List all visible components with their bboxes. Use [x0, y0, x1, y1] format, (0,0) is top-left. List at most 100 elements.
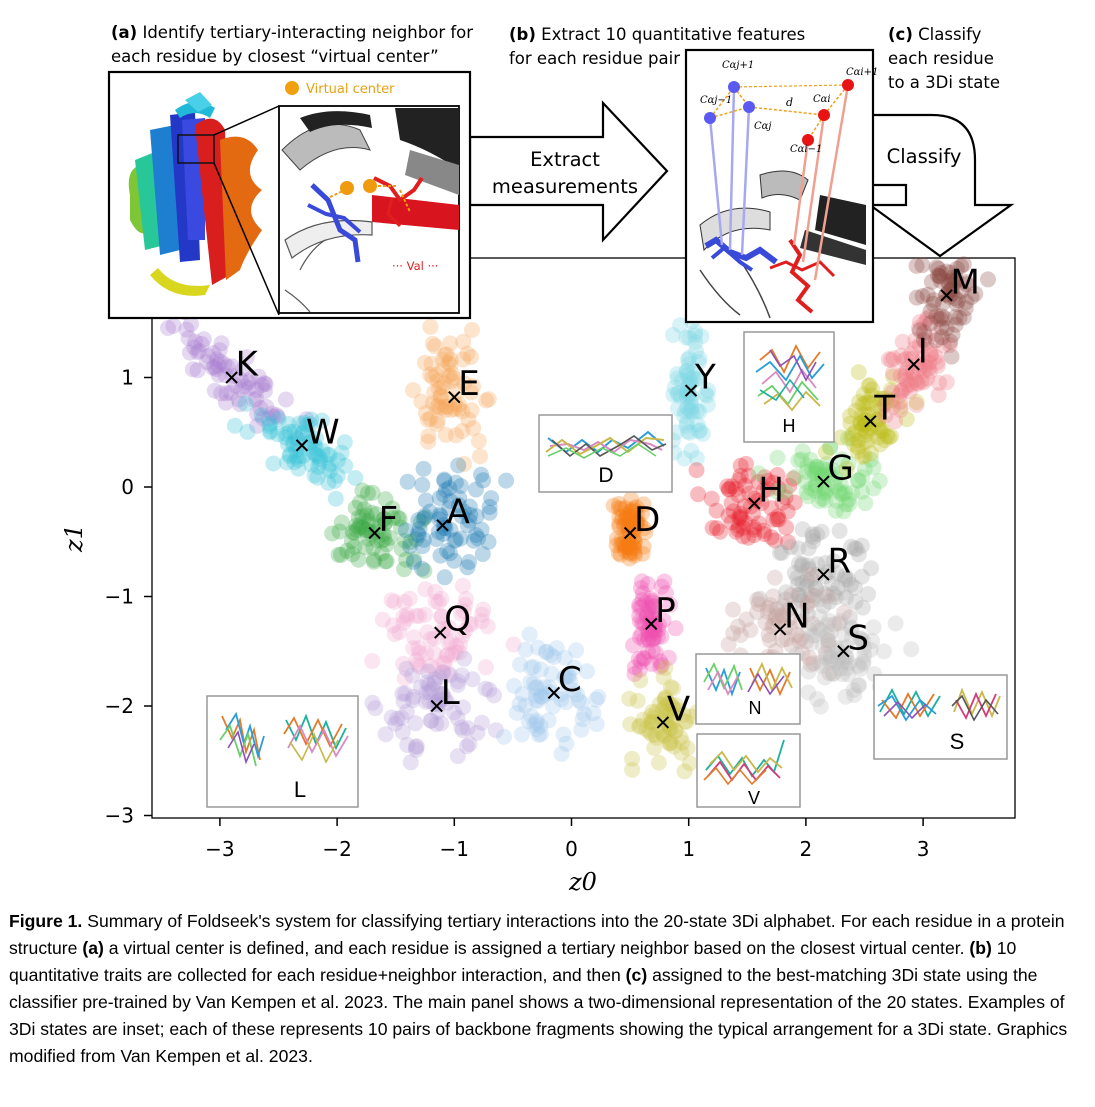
scatter-point-y — [679, 399, 696, 416]
scatter-point-h — [723, 495, 740, 512]
scatter-point-m — [947, 290, 964, 307]
scatter-point-y — [672, 317, 689, 334]
scatter-point-r — [827, 589, 844, 606]
scatter-point-g — [828, 492, 845, 509]
scatter-point-m — [931, 267, 948, 284]
state-l: L — [430, 673, 460, 713]
scatter-point-c — [558, 735, 575, 752]
scatter-point-w — [333, 444, 350, 461]
scatter-point-w — [286, 423, 303, 440]
scatter-point-w — [296, 414, 313, 431]
scatter-point-e — [460, 411, 477, 428]
scatter-point-d — [629, 515, 646, 532]
scatter-point-p — [646, 615, 663, 632]
scatter-point-c — [511, 696, 528, 713]
scatter-point-l — [477, 680, 494, 697]
scatter-point-h — [763, 500, 780, 517]
scatter-point-i — [898, 350, 915, 367]
scatter-point-d — [619, 506, 635, 523]
scatter-point-q — [457, 596, 474, 613]
scatter-point-w — [319, 446, 336, 463]
scatter-point-n — [749, 604, 766, 621]
scatter-point-k — [210, 357, 227, 374]
scatter-point-t — [874, 390, 891, 407]
scatter-point-s — [832, 612, 849, 629]
scatter-point-i — [883, 352, 900, 368]
scatter-point-r — [847, 594, 864, 610]
scatter-point-p — [644, 592, 661, 609]
scatter-point-e — [442, 335, 459, 352]
scatter-point-q — [386, 626, 403, 643]
scatter-point-w — [322, 455, 339, 472]
scatter-point-d — [612, 546, 629, 563]
x-tick-label: −1 — [440, 837, 469, 861]
scatter-point-m — [941, 288, 958, 305]
scatter-point-d — [622, 539, 639, 556]
scatter-point-l — [408, 738, 425, 755]
scatter-point-w — [336, 434, 353, 451]
scatter-point-c — [506, 677, 523, 694]
scatter-point-q — [395, 608, 412, 625]
scatter-point-g — [818, 456, 835, 472]
scatter-point-q — [386, 594, 403, 610]
scatter-point-l — [383, 709, 400, 726]
scatter-point-f — [368, 506, 385, 523]
scatter-point-w — [314, 442, 331, 459]
scatter-point-q — [463, 616, 480, 633]
scatter-point-s — [835, 584, 852, 601]
scatter-point-e — [454, 403, 471, 420]
scatter-point-c — [576, 706, 593, 723]
scatter-point-y — [683, 394, 700, 411]
scatter-point-t — [854, 448, 871, 465]
scatter-point-r — [807, 580, 824, 597]
extract-arrow: Extract measurements — [468, 100, 669, 243]
scatter-point-y — [681, 371, 698, 388]
state-f: F — [368, 500, 398, 540]
scatter-point-e — [429, 412, 446, 429]
state-t: T — [864, 388, 895, 428]
scatter-point-v — [657, 713, 674, 730]
scatter-point-a — [483, 490, 500, 507]
scatter-point-n — [820, 632, 837, 649]
scatter-point-y — [684, 364, 701, 381]
scatter-point-c — [520, 713, 537, 730]
scatter-point-g — [819, 461, 836, 478]
scatter-point-f — [361, 515, 378, 532]
scatter-point-k — [224, 358, 241, 375]
scatter-point-d — [619, 517, 636, 534]
scatter-point-w — [270, 411, 287, 427]
scatter-point-h — [728, 523, 745, 540]
scatter-point-h — [688, 462, 705, 479]
scatter-point-v — [657, 689, 674, 706]
scatter-point-c — [512, 656, 528, 673]
scatter-point-g — [849, 472, 866, 489]
scatter-point-r — [790, 576, 806, 593]
scatter-point-d — [626, 533, 643, 550]
scatter-point-r — [809, 556, 826, 573]
scatter-point-h — [733, 510, 750, 527]
scatter-point-f — [377, 553, 394, 570]
scatter-point-l — [428, 716, 445, 733]
scatter-point-r — [812, 622, 829, 639]
scatter-point-a — [432, 547, 449, 564]
state-label-i: I — [918, 331, 928, 371]
scatter-point-a — [446, 552, 463, 569]
scatter-point-r — [853, 537, 870, 554]
scatter-point-f — [376, 531, 393, 548]
scatter-point-c — [570, 692, 587, 709]
scatter-point-v — [631, 718, 648, 735]
scatter-point-w — [306, 445, 323, 462]
state-c: C — [547, 660, 582, 700]
scatter-point-c — [521, 626, 538, 643]
scatter-point-c — [559, 668, 576, 685]
scatter-point-d — [617, 510, 634, 527]
scatter-point-p — [667, 620, 684, 637]
scatter-point-w — [262, 423, 279, 440]
inset-h-label: H — [783, 416, 796, 436]
scatter-point-r — [860, 586, 877, 603]
scatter-point-k — [195, 331, 212, 348]
scatter-point-w — [290, 451, 307, 468]
scatter-point-w — [288, 429, 304, 446]
scatter-point-r — [793, 604, 810, 621]
scatter-point-k — [191, 342, 207, 359]
